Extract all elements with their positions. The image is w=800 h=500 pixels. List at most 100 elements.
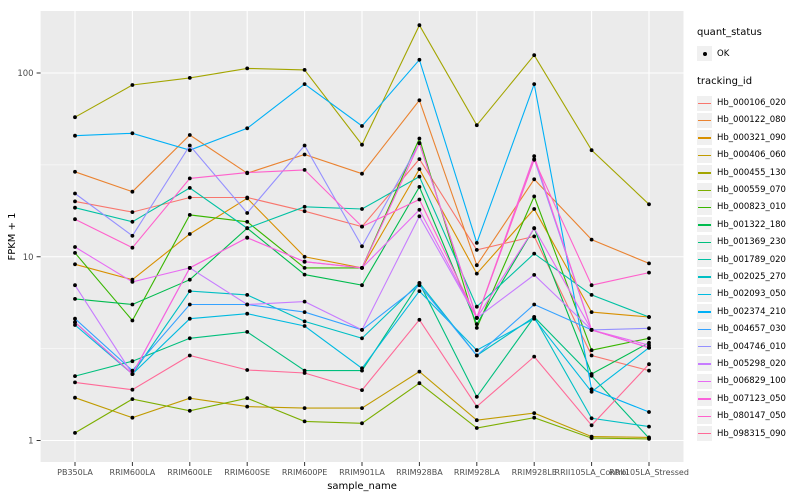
data-point [130, 415, 135, 420]
data-point [417, 23, 422, 28]
data-point [130, 280, 135, 284]
data-point [245, 226, 250, 231]
color-key [697, 391, 712, 407]
legend-tracking-entries: Hb_000106_020 Hb_000122_080 Hb_000321_090 H… [697, 94, 797, 442]
data-point [245, 170, 250, 175]
data-point [360, 421, 364, 426]
x-tick-label: RRII105LA_Control [555, 468, 629, 477]
data-point [302, 68, 307, 72]
legend-item-Hb_002093_050: Hb_002093_050 [697, 286, 797, 303]
legend-item-Hb_000321_090: Hb_000321_090 [697, 129, 797, 146]
color-key [697, 165, 712, 181]
legend-item-Hb_080147_050: Hb_080147_050 [697, 407, 797, 424]
data-points [73, 23, 651, 441]
color-key [697, 356, 712, 372]
data-point [360, 171, 364, 176]
data-point [589, 353, 594, 358]
y-tick-label: 100 [17, 69, 33, 79]
legend-item-label: Hb_001789_020 [717, 254, 786, 265]
data-point [474, 353, 479, 358]
data-point [130, 233, 135, 238]
data-point [302, 259, 307, 264]
color-key [697, 304, 712, 320]
line-swatch-icon [698, 380, 711, 383]
data-point [360, 207, 364, 211]
data-point [589, 328, 594, 332]
data-point [130, 83, 135, 87]
legend-item-label: Hb_000106_020 [717, 98, 786, 109]
legend-item-label: Hb_000321_090 [717, 132, 786, 143]
data-point [245, 211, 250, 215]
line-swatch-icon [698, 363, 711, 365]
data-point [245, 311, 250, 316]
legend-item-Hb_002374_210: Hb_002374_210 [697, 303, 797, 320]
x-tick-label: RRIM600SE [224, 468, 270, 477]
data-point [187, 266, 192, 270]
color-key [697, 112, 712, 128]
data-point [532, 354, 537, 359]
x-tick-label: RRIM928BA [396, 468, 443, 477]
line-swatch-icon [698, 206, 711, 209]
color-key [697, 321, 712, 337]
color-key [697, 286, 712, 302]
data-point [73, 191, 77, 196]
legend-item-label: Hb_001322_180 [717, 219, 786, 230]
legend-item-label: Hb_000823_010 [717, 202, 786, 213]
data-point [417, 381, 422, 386]
data-point [187, 143, 192, 148]
data-point [302, 371, 307, 375]
legend-item-Hb_001322_180: Hb_001322_180 [697, 216, 797, 233]
color-key [697, 269, 712, 285]
data-point [532, 177, 537, 182]
data-point [474, 426, 479, 430]
legend: quant_status OK tracking_id Hb_000106_02… [697, 27, 797, 442]
data-point [360, 266, 364, 270]
data-point [245, 293, 250, 297]
data-point [417, 157, 422, 162]
x-tick-label: RRIM928LE [512, 468, 557, 477]
line-swatch-icon [698, 276, 711, 278]
legend-item-label: Hb_002025_270 [717, 271, 786, 282]
legend-item-label: Hb_000455_130 [717, 167, 786, 178]
data-point [417, 283, 422, 288]
data-point [302, 319, 307, 324]
legend-item-ok: OK [697, 45, 797, 62]
data-point [187, 148, 192, 153]
data-point [474, 418, 479, 423]
data-point [73, 323, 77, 327]
data-point [360, 244, 364, 249]
x-tick-label: RRIM600LE [167, 468, 212, 477]
legend-item-Hb_000406_060: Hb_000406_060 [697, 147, 797, 164]
data-point [417, 197, 422, 202]
line-swatch-icon [698, 311, 711, 313]
data-point [474, 271, 479, 276]
data-point [360, 283, 364, 288]
color-key [697, 234, 712, 250]
data-point [589, 348, 594, 353]
data-point [532, 316, 537, 321]
legend-item-Hb_000455_130: Hb_000455_130 [697, 164, 797, 181]
data-point [417, 167, 422, 172]
data-point [73, 217, 77, 222]
color-key [697, 199, 712, 215]
data-point [302, 266, 307, 270]
data-point [187, 353, 192, 358]
data-point [73, 316, 77, 321]
data-point [532, 273, 537, 277]
data-point [417, 317, 422, 322]
data-point [130, 359, 135, 364]
line-swatch-icon [698, 241, 711, 244]
data-point [187, 213, 192, 217]
x-axis-title: sample_name [327, 481, 397, 492]
data-point [245, 330, 250, 334]
data-point [589, 237, 594, 242]
data-point [474, 322, 479, 326]
color-key [697, 217, 712, 233]
data-point [417, 369, 422, 374]
data-point [302, 254, 307, 259]
legend-item-label: Hb_004657_030 [717, 324, 786, 335]
data-point [417, 214, 422, 219]
legend-item-Hb_002025_270: Hb_002025_270 [697, 268, 797, 285]
data-point [245, 196, 250, 201]
